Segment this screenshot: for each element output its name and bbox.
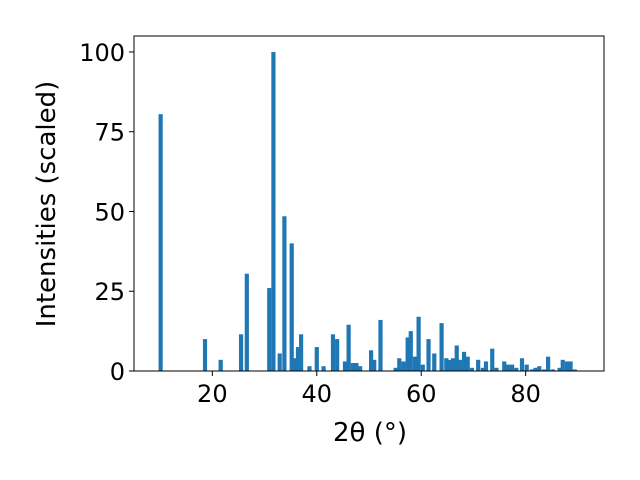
y-tick-label: 50: [94, 198, 125, 226]
bar: [426, 339, 431, 371]
bar: [405, 337, 410, 371]
bar: [557, 367, 562, 371]
bar: [358, 366, 363, 371]
bar-series: [158, 51, 577, 372]
bar: [483, 361, 489, 371]
bar: [450, 358, 456, 371]
bar: [420, 364, 425, 371]
axes: 20 40 60 80 0 25 50 75 100: [79, 35, 605, 408]
bar: [412, 356, 418, 371]
bar: [476, 359, 481, 371]
bar: [408, 331, 413, 371]
bar: [218, 359, 223, 371]
bar: [299, 334, 304, 371]
bar: [350, 363, 355, 371]
bar: [514, 367, 519, 371]
bar: [335, 339, 340, 371]
bar: [393, 367, 398, 371]
bar: [307, 366, 312, 371]
bar: [541, 369, 547, 371]
bar: [537, 366, 542, 371]
bar: [465, 356, 470, 371]
y-tick-label: 100: [79, 39, 125, 67]
bar: [158, 114, 163, 372]
bar: [469, 367, 474, 371]
plot-frame: [133, 35, 605, 372]
bar: [572, 369, 577, 371]
y-tick-label: 75: [94, 119, 125, 147]
bar: [502, 361, 507, 371]
bar: [416, 316, 421, 371]
bar: [342, 361, 348, 371]
y-tick-label: 0: [110, 358, 125, 386]
bar: [321, 366, 326, 371]
bar: [401, 361, 406, 371]
y-tick-label: 25: [94, 278, 125, 306]
bar: [524, 364, 529, 371]
bar: [454, 345, 459, 371]
bar: [529, 369, 535, 371]
bar: [369, 350, 374, 371]
bar: [292, 358, 297, 371]
bar: [314, 347, 319, 371]
bar: [330, 334, 336, 371]
bar: [267, 288, 272, 371]
bar: [289, 243, 294, 371]
bar: [277, 353, 282, 371]
bar: [510, 364, 515, 371]
bar: [397, 358, 402, 371]
x-tick-label: 40: [302, 380, 333, 408]
bar: [550, 369, 555, 371]
bar: [490, 348, 495, 371]
x-axis-label: 2θ (°): [333, 418, 407, 448]
x-tick-label: 60: [406, 380, 437, 408]
bar: [439, 323, 444, 371]
x-tick-label: 80: [510, 380, 541, 408]
bar: [202, 339, 208, 371]
bar: [346, 324, 351, 371]
bar: [505, 364, 510, 371]
bar: [238, 334, 244, 371]
y-axis-label: Intensities (scaled): [32, 81, 62, 328]
bar: [560, 359, 565, 371]
bar: [378, 319, 383, 371]
bar: [457, 359, 462, 371]
bar: [564, 361, 570, 371]
x-tick-label: 20: [197, 380, 228, 408]
bar: [432, 353, 437, 371]
bar: [533, 367, 538, 371]
bar: [546, 356, 551, 371]
bar: [354, 363, 359, 371]
bar: [494, 367, 499, 371]
bar: [461, 351, 467, 371]
bar: [244, 273, 249, 371]
bar: [568, 361, 573, 371]
bar: [295, 347, 301, 371]
bar: [447, 359, 453, 371]
bar: [372, 359, 377, 371]
bar: [519, 358, 525, 371]
bar: [480, 367, 485, 371]
bar: [282, 216, 287, 371]
bar: [271, 51, 276, 371]
bar: [444, 358, 449, 371]
